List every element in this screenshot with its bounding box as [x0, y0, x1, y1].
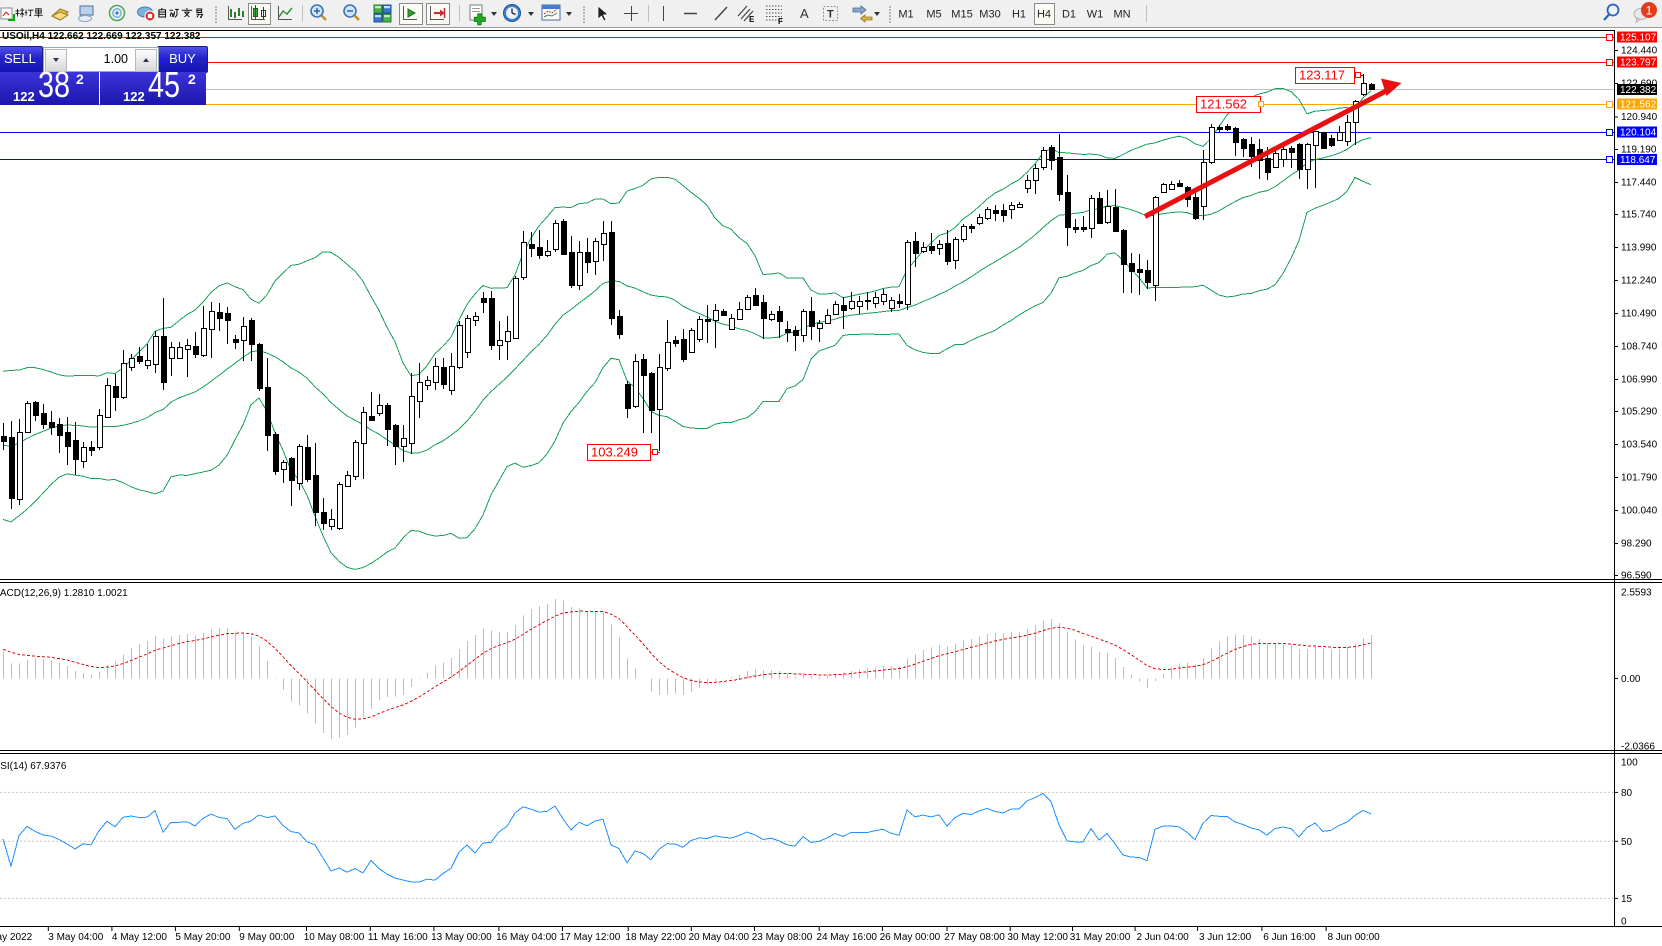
svg-text:RSI(14) 67.9376: RSI(14) 67.9376	[0, 761, 67, 772]
svg-text:96.590: 96.590	[1621, 571, 1652, 582]
svg-text:121.562: 121.562	[1200, 97, 1247, 112]
svg-text:M1: M1	[898, 9, 913, 21]
svg-text:T: T	[827, 9, 834, 21]
svg-text:125.107: 125.107	[1620, 33, 1657, 44]
svg-text:103.249: 103.249	[591, 445, 638, 460]
svg-text:20 May 04:00: 20 May 04:00	[688, 932, 749, 943]
svg-text:3 May 04:00: 3 May 04:00	[48, 932, 103, 943]
svg-text:121.562: 121.562	[1620, 100, 1657, 111]
svg-text:MN: MN	[1113, 9, 1130, 21]
svg-text:9 May 00:00: 9 May 00:00	[239, 932, 294, 943]
svg-text:D1: D1	[1062, 9, 1076, 21]
svg-text:108.740: 108.740	[1621, 342, 1658, 353]
svg-text:115.740: 115.740	[1621, 210, 1657, 221]
svg-text:1: 1	[1646, 4, 1653, 18]
svg-text:105.290: 105.290	[1621, 407, 1658, 418]
svg-text:M15: M15	[951, 9, 972, 21]
svg-text:M30: M30	[979, 9, 1000, 21]
svg-text:30 May 12:00: 30 May 12:00	[1007, 932, 1068, 943]
svg-text:124.440: 124.440	[1621, 46, 1658, 57]
svg-text:101.790: 101.790	[1621, 473, 1658, 484]
svg-text:50: 50	[1621, 837, 1633, 848]
svg-text:117.440: 117.440	[1621, 178, 1657, 189]
svg-text:100: 100	[1621, 758, 1638, 769]
svg-text:E: E	[749, 15, 755, 24]
svg-text:M5: M5	[926, 9, 941, 21]
svg-text:8 Jun 00:00: 8 Jun 00:00	[1327, 932, 1380, 943]
svg-text:31 May 20:00: 31 May 20:00	[1070, 932, 1131, 943]
svg-text:106.990: 106.990	[1621, 375, 1658, 386]
svg-text:122.382: 122.382	[1620, 85, 1657, 96]
svg-text:H1: H1	[1012, 9, 1026, 21]
svg-text:15: 15	[1621, 894, 1633, 905]
svg-text:13 May 00:00: 13 May 00:00	[431, 932, 492, 943]
svg-text:USOil,H4 122.662 122.669 122.3: USOil,H4 122.662 122.669 122.357 122.382	[2, 31, 201, 42]
svg-text:123.797: 123.797	[1620, 58, 1657, 69]
svg-text:103.540: 103.540	[1621, 440, 1658, 451]
svg-text:27 May 08:00: 27 May 08:00	[944, 932, 1005, 943]
svg-text:80: 80	[1621, 788, 1633, 799]
svg-text:0.00: 0.00	[1621, 674, 1641, 685]
svg-text:120.104: 120.104	[1620, 128, 1657, 139]
svg-text:118.647: 118.647	[1620, 155, 1656, 166]
svg-text:11 May 16:00: 11 May 16:00	[368, 932, 428, 943]
svg-text:W1: W1	[1087, 9, 1104, 21]
svg-text:123.117: 123.117	[1299, 68, 1345, 83]
svg-text:119.190: 119.190	[1621, 145, 1657, 156]
svg-text:100.040: 100.040	[1621, 506, 1658, 517]
svg-text:110.490: 110.490	[1621, 309, 1657, 320]
svg-text:5 May 20:00: 5 May 20:00	[175, 932, 230, 943]
svg-text:113.990: 113.990	[1621, 243, 1657, 254]
svg-text:H4: H4	[1037, 9, 1051, 21]
svg-text:23 May 08:00: 23 May 08:00	[752, 932, 813, 943]
svg-text:16 May 04:00: 16 May 04:00	[496, 932, 557, 943]
svg-text:112.240: 112.240	[1621, 276, 1657, 287]
svg-text:3 May 2022: 3 May 2022	[0, 932, 33, 943]
svg-text:18 May 22:00: 18 May 22:00	[625, 932, 686, 943]
svg-text:2 Jun 04:00: 2 Jun 04:00	[1136, 932, 1189, 943]
svg-text:10 May 08:00: 10 May 08:00	[304, 932, 365, 943]
svg-text:2.5593: 2.5593	[1621, 588, 1652, 599]
svg-text:0: 0	[1621, 917, 1627, 928]
svg-text:6 Jun 16:00: 6 Jun 16:00	[1263, 932, 1316, 943]
svg-text:120.940: 120.940	[1621, 112, 1658, 123]
svg-text:24 May 16:00: 24 May 16:00	[816, 932, 877, 943]
svg-text:A: A	[800, 6, 809, 21]
svg-text:26 May 00:00: 26 May 00:00	[880, 932, 941, 943]
svg-text:MACD(12,26,9) 1.2810 1.0021: MACD(12,26,9) 1.2810 1.0021	[0, 588, 128, 599]
svg-text:17 May 12:00: 17 May 12:00	[560, 932, 621, 943]
svg-text:4 May 12:00: 4 May 12:00	[112, 932, 167, 943]
svg-text:3 Jun 12:00: 3 Jun 12:00	[1199, 932, 1252, 943]
svg-text:98.290: 98.290	[1621, 539, 1652, 550]
svg-text:F: F	[778, 17, 783, 26]
svg-text:-2.0366: -2.0366	[1621, 742, 1655, 753]
